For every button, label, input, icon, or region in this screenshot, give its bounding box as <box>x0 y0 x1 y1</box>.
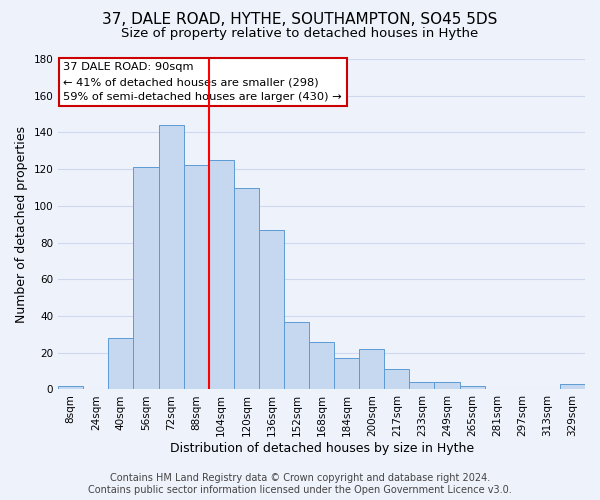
Text: Contains HM Land Registry data © Crown copyright and database right 2024.
Contai: Contains HM Land Registry data © Crown c… <box>88 474 512 495</box>
Bar <box>58 386 83 390</box>
Bar <box>460 386 485 390</box>
Bar <box>234 188 259 390</box>
Bar <box>434 382 460 390</box>
Bar <box>334 358 359 390</box>
Bar <box>184 166 209 390</box>
Text: Size of property relative to detached houses in Hythe: Size of property relative to detached ho… <box>121 28 479 40</box>
Bar <box>109 338 133 390</box>
Bar <box>309 342 334 390</box>
Text: 37 DALE ROAD: 90sqm
← 41% of detached houses are smaller (298)
59% of semi-detac: 37 DALE ROAD: 90sqm ← 41% of detached ho… <box>64 62 342 102</box>
Bar <box>209 160 234 390</box>
Y-axis label: Number of detached properties: Number of detached properties <box>15 126 28 322</box>
Text: 37, DALE ROAD, HYTHE, SOUTHAMPTON, SO45 5DS: 37, DALE ROAD, HYTHE, SOUTHAMPTON, SO45 … <box>103 12 497 28</box>
Bar <box>284 322 309 390</box>
Bar <box>385 370 409 390</box>
X-axis label: Distribution of detached houses by size in Hythe: Distribution of detached houses by size … <box>170 442 473 455</box>
Bar <box>158 125 184 390</box>
Bar <box>133 168 158 390</box>
Bar <box>560 384 585 390</box>
Bar <box>259 230 284 390</box>
Bar <box>409 382 434 390</box>
Bar <box>359 349 385 390</box>
